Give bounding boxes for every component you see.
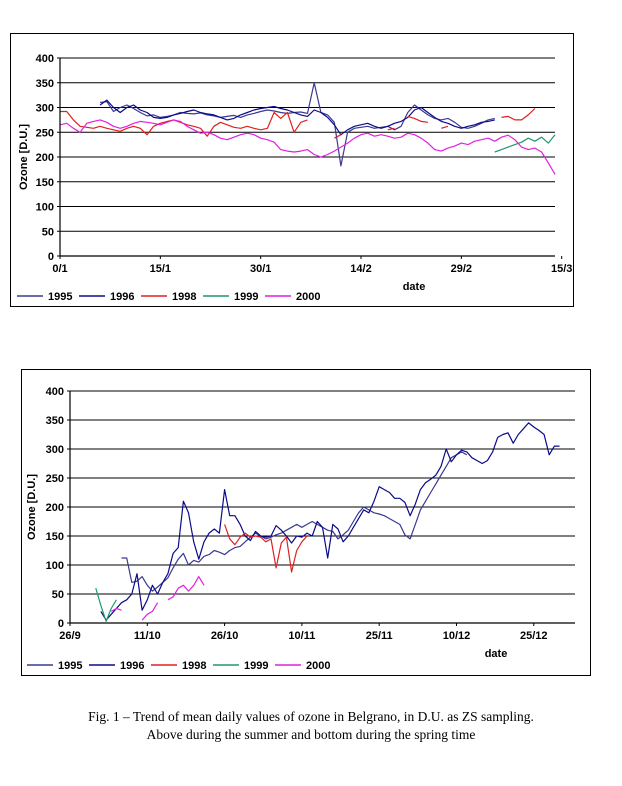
- x-tick-label-26-10: 26/10: [211, 630, 239, 642]
- x-axis-label: date: [485, 648, 508, 660]
- y-tick-label-300: 300: [36, 103, 54, 115]
- y-tick-label-0: 0: [58, 618, 64, 630]
- x-tick-label-29-2: 29/2: [451, 263, 472, 275]
- series-line-1998: [224, 524, 308, 573]
- caption-line-2: Above during the summer and bottom durin…: [146, 727, 476, 742]
- y-tick-label-0: 0: [48, 251, 54, 263]
- spring-ozone-chart: 0 50 100 150 200 250 300 350 400 26/9 11/10 26/10 10…: [26, 386, 575, 672]
- series-line-2000: [110, 576, 205, 621]
- series-line-1999: [95, 588, 117, 622]
- y-tick-label-300: 300: [46, 444, 64, 456]
- x-tick-label-25-11: 25/11: [366, 630, 393, 642]
- y-tick-label-250: 250: [36, 127, 54, 139]
- x-tick-label-25-12: 25/12: [520, 630, 548, 642]
- x-tick-label-0-1: 0/1: [52, 263, 67, 275]
- y-tick-label-400: 400: [36, 53, 54, 65]
- y-tick-label-350: 350: [46, 415, 64, 427]
- y-tick-label-150: 150: [46, 531, 64, 543]
- y-tick-label-200: 200: [46, 502, 64, 514]
- y-axis-label: Ozone [D.U.]: [26, 474, 38, 540]
- x-tick-label-15-3: 15/3: [551, 263, 572, 275]
- series-line-1998: [60, 108, 536, 139]
- legend-label-1999: 1999: [244, 660, 268, 672]
- series-line-1996: [100, 422, 560, 621]
- y-tick-label-200: 200: [36, 152, 54, 164]
- legend-label-2000: 2000: [296, 291, 320, 303]
- caption-line-1: Fig. 1 – Trend of mean daily values of o…: [88, 709, 534, 724]
- y-tick-label-150: 150: [36, 177, 54, 189]
- legend-label-2000: 2000: [306, 660, 330, 672]
- series-line-1996: [99, 99, 495, 136]
- x-tick-label-11-10: 11/10: [134, 630, 161, 642]
- series-line-1995: [100, 82, 495, 167]
- figure-caption: Fig. 1 – Trend of mean daily values of o…: [0, 708, 622, 744]
- x-tick-label-10-12: 10/12: [443, 630, 471, 642]
- legend-label-1999: 1999: [234, 291, 258, 303]
- series-line-1999: [494, 134, 556, 153]
- y-tick-label-100: 100: [36, 202, 54, 214]
- x-tick-label-15-1: 15/1: [150, 263, 171, 275]
- spring-chart-panel: 0 50 100 150 200 250 300 350 400 26/9 11/10 26/10 10…: [21, 369, 591, 676]
- series-line-2000: [59, 119, 556, 175]
- x-tick-label-14-2: 14/2: [350, 263, 371, 275]
- y-tick-label-250: 250: [46, 473, 64, 485]
- legend-label-1998: 1998: [172, 291, 196, 303]
- x-tick-label-30-1: 30/1: [250, 263, 271, 275]
- legend-label-1995: 1995: [58, 660, 82, 672]
- series-line-1995: [121, 451, 468, 592]
- x-tick-label-26-9: 26/9: [59, 630, 80, 642]
- legend-label-1996: 1996: [110, 291, 134, 303]
- x-axis-label: date: [403, 281, 426, 293]
- y-tick-label-50: 50: [42, 226, 54, 238]
- y-tick-label-50: 50: [52, 589, 64, 601]
- y-tick-label-400: 400: [46, 386, 64, 398]
- legend-label-1996: 1996: [120, 660, 144, 672]
- y-axis-label: Ozone [D.U.]: [18, 124, 30, 190]
- x-tick-label-10-11: 10/11: [288, 630, 315, 642]
- y-tick-label-100: 100: [46, 560, 64, 572]
- summer-chart-panel: 0 50 100 150 200 250 300 350 400 0/1 15/1 30/1 14/2 2…: [10, 33, 574, 307]
- legend-label-1998: 1998: [182, 660, 206, 672]
- legend-label-1995: 1995: [48, 291, 72, 303]
- y-tick-label-350: 350: [36, 78, 54, 90]
- summer-ozone-chart: 0 50 100 150 200 250 300 350 400 0/1 15/1 30/1 14/2 2…: [17, 53, 572, 303]
